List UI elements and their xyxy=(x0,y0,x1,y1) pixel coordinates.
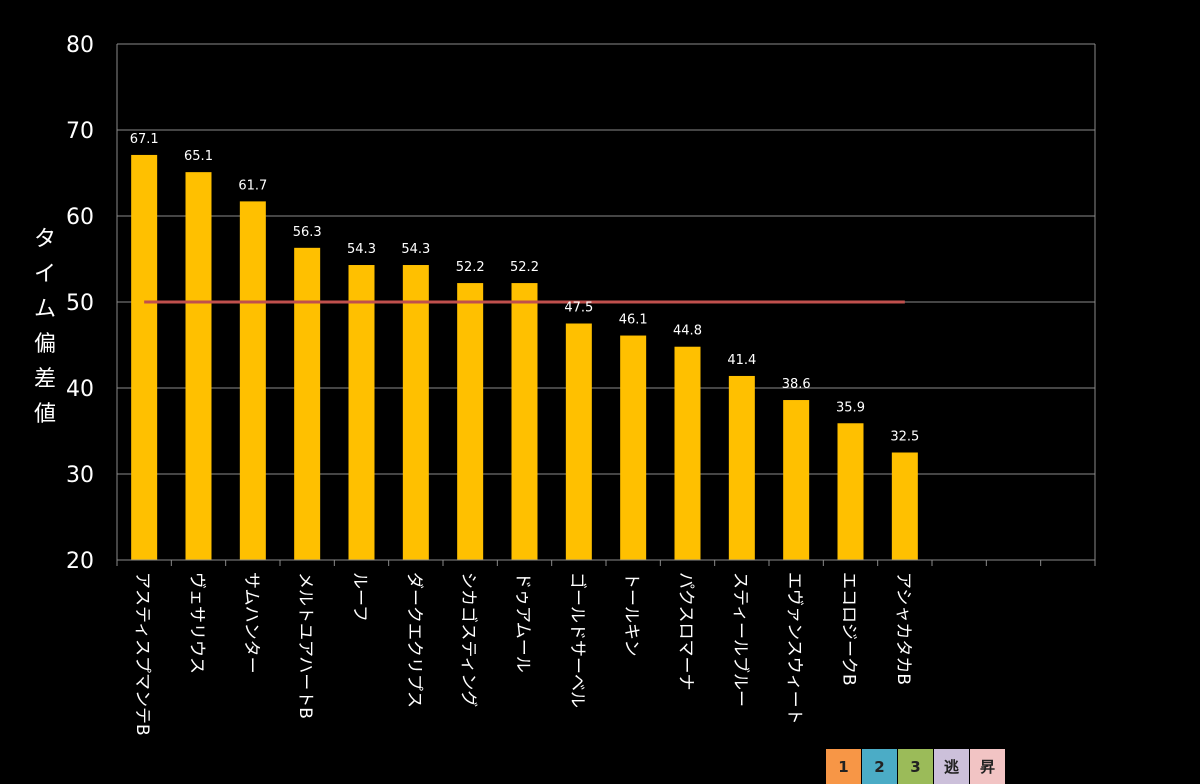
data-label: 47.5 xyxy=(564,301,593,316)
bar xyxy=(674,346,701,560)
x-tick-label: エヴァンスウィート xyxy=(784,572,804,725)
y-tick-label: 50 xyxy=(66,291,94,316)
y-axis-title: タイム偏差値 xyxy=(34,227,56,427)
bar xyxy=(239,201,266,560)
data-label: 41.4 xyxy=(727,353,756,368)
data-labels: 67.1 65.1 61.7 56.3 54.3 54.3 52.2 52.2 47.5 46.1… xyxy=(130,132,920,445)
legend-item: 2 xyxy=(862,749,897,784)
data-label: 32.5 xyxy=(890,430,919,445)
x-tick-label: アシャカタカB xyxy=(893,572,913,685)
data-label: 61.7 xyxy=(238,178,267,193)
x-tick-label: スティールブルー xyxy=(730,572,751,707)
bar xyxy=(837,423,864,560)
bar xyxy=(783,400,810,560)
y-tick-label: 60 xyxy=(66,205,94,230)
data-label: 52.2 xyxy=(456,260,485,275)
data-label: 54.3 xyxy=(401,242,430,257)
x-axis-labels: アスティスプマンテB ヴェサリウス サムハンター メルトユアハートB ルーフ ダークエクリ… xyxy=(116,560,1096,736)
bar xyxy=(348,265,375,560)
bar xyxy=(728,375,755,560)
x-tick-label: トールキン xyxy=(621,572,641,657)
data-label: 52.2 xyxy=(510,260,539,275)
legend-item: 昇 xyxy=(970,749,1005,784)
data-label: 67.1 xyxy=(130,132,159,147)
x-tick-label: パクスロマーナ xyxy=(676,572,696,691)
bars xyxy=(131,154,918,560)
y-axis-ticks: 20 30 40 50 60 70 80 xyxy=(66,33,94,574)
x-tick-label: メルトユアハートB xyxy=(295,572,315,719)
y-tick-label: 30 xyxy=(66,463,94,488)
bar xyxy=(511,283,538,560)
x-tick-label: ヴェサリウス xyxy=(187,572,207,674)
data-label: 38.6 xyxy=(782,377,811,392)
legend-item: 3 xyxy=(898,749,933,784)
data-label: 46.1 xyxy=(619,313,648,328)
data-label: 54.3 xyxy=(347,242,376,257)
x-tick-label: サムハンター xyxy=(241,572,261,674)
legend-item: 逃 xyxy=(934,749,969,784)
bar xyxy=(891,452,918,560)
y-axis-title-text: タイム偏差値 xyxy=(34,227,56,427)
x-tick-label: ルーフ xyxy=(350,572,370,622)
x-tick-label: アスティスプマンテB xyxy=(132,572,152,736)
y-tick-label: 20 xyxy=(66,549,94,574)
bar xyxy=(457,283,484,560)
bar xyxy=(185,172,212,560)
y-tick-label: 70 xyxy=(66,119,94,144)
x-tick-label: エコロジークB xyxy=(839,572,859,686)
x-tick-label: ドゥアムール xyxy=(513,572,533,673)
x-tick-label: シカゴスティング xyxy=(458,572,479,707)
bar xyxy=(565,323,592,560)
x-tick-label: ゴールドサーベル xyxy=(567,572,588,708)
y-tick-label: 80 xyxy=(66,33,94,58)
data-label: 35.9 xyxy=(836,400,865,415)
x-tick-label: ダークエクリプス xyxy=(404,572,424,708)
bar xyxy=(402,265,429,560)
data-label: 65.1 xyxy=(184,149,213,164)
bar xyxy=(620,335,647,560)
bar xyxy=(294,247,321,560)
legend-item: 1 xyxy=(826,749,861,784)
y-tick-label: 40 xyxy=(66,377,94,402)
bar xyxy=(131,154,158,560)
data-label: 44.8 xyxy=(673,324,702,339)
data-label: 56.3 xyxy=(293,225,322,240)
